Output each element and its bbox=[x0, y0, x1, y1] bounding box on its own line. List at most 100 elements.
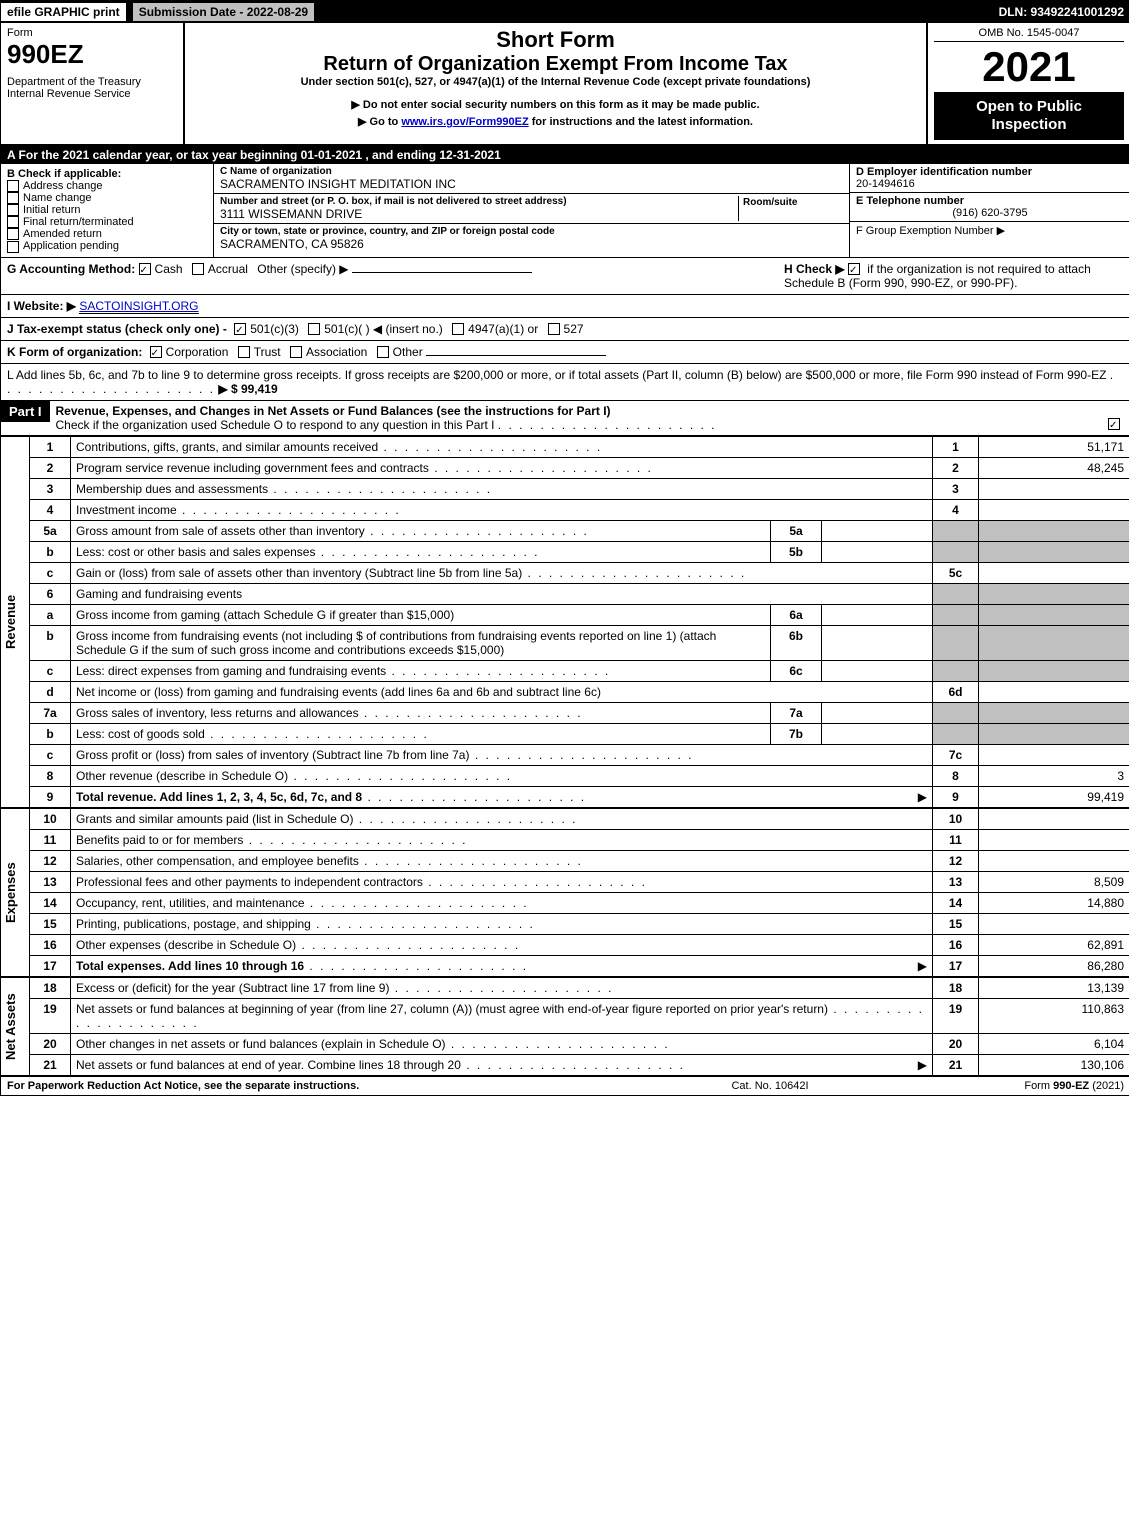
header-center: Short Form Return of Organization Exempt… bbox=[185, 23, 926, 144]
top-bar: efile GRAPHIC print Submission Date - 20… bbox=[1, 1, 1129, 23]
goto-link[interactable]: www.irs.gov/Form990EZ bbox=[401, 116, 528, 128]
j-label: J Tax-exempt status (check only one) - bbox=[7, 322, 227, 336]
expenses-table: 10Grants and similar amounts paid (list … bbox=[30, 808, 1129, 977]
form-number: 990EZ bbox=[7, 39, 177, 70]
chk-501c3[interactable] bbox=[234, 323, 246, 335]
chk-schedule-b-not-required[interactable] bbox=[848, 263, 860, 275]
revenue-section: Revenue 1Contributions, gifts, grants, a… bbox=[1, 436, 1129, 808]
dln-label: DLN: 93492241001292 bbox=[999, 5, 1129, 19]
footer-cat-no: Cat. No. 10642I bbox=[516, 1080, 1025, 1092]
footer-form-ref: Form 990-EZ (2021) bbox=[1024, 1080, 1124, 1092]
footer-paperwork-notice: For Paperwork Reduction Act Notice, see … bbox=[7, 1080, 516, 1092]
l-text: L Add lines 5b, 6c, and 7b to line 9 to … bbox=[7, 368, 1106, 382]
chk-corporation[interactable] bbox=[150, 346, 162, 358]
chk-address-change[interactable]: Address change bbox=[7, 180, 207, 192]
department-label: Department of the Treasury bbox=[7, 76, 177, 88]
line-6: 6Gaming and fundraising events bbox=[30, 583, 1129, 604]
group-exemption-label: F Group Exemption Number ▶ bbox=[856, 224, 1124, 237]
chk-final-return[interactable]: Final return/terminated bbox=[7, 216, 207, 228]
tax-year: 2021 bbox=[934, 42, 1124, 92]
telephone-label: E Telephone number bbox=[856, 195, 1124, 207]
efile-print-label[interactable]: efile GRAPHIC print bbox=[1, 3, 128, 21]
line-7a: 7aGross sales of inventory, less returns… bbox=[30, 702, 1129, 723]
revenue-table: 1Contributions, gifts, grants, and simil… bbox=[30, 436, 1129, 808]
line-8: 8Other revenue (describe in Schedule O)8… bbox=[30, 765, 1129, 786]
line-14: 14Occupancy, rent, utilities, and mainte… bbox=[30, 892, 1129, 913]
goto-pre: ▶ Go to bbox=[358, 116, 401, 128]
section-b-label: B Check if applicable: bbox=[7, 168, 207, 180]
ein-label: D Employer identification number bbox=[856, 166, 1124, 178]
chk-accrual[interactable] bbox=[192, 263, 204, 275]
chk-501c[interactable] bbox=[308, 323, 320, 335]
omb-number: OMB No. 1545-0047 bbox=[934, 27, 1124, 42]
expenses-section: Expenses 10Grants and similar amounts pa… bbox=[1, 808, 1129, 977]
chk-cash[interactable] bbox=[139, 263, 151, 275]
city: SACRAMENTO, CA 95826 bbox=[220, 237, 843, 251]
line-4: 4Investment income4 bbox=[30, 499, 1129, 520]
section-b: B Check if applicable: Address change Na… bbox=[1, 164, 214, 257]
section-j: J Tax-exempt status (check only one) - 5… bbox=[1, 318, 1129, 341]
form-header: Form 990EZ Department of the Treasury In… bbox=[1, 23, 1129, 146]
line-6c: cLess: direct expenses from gaming and f… bbox=[30, 660, 1129, 681]
i-label: I Website: ▶ bbox=[7, 299, 76, 313]
line-15: 15Printing, publications, postage, and s… bbox=[30, 913, 1129, 934]
sections-g-h: G Accounting Method: Cash Accrual Other … bbox=[1, 258, 1129, 295]
city-label: City or town, state or province, country… bbox=[220, 226, 843, 237]
website-link[interactable]: SACTOINSIGHT.ORG bbox=[79, 299, 198, 314]
h-label: H Check ▶ bbox=[784, 262, 845, 276]
chk-association[interactable] bbox=[290, 346, 302, 358]
l-value: ▶ $ 99,419 bbox=[218, 382, 277, 396]
net-assets-vertical-label: Net Assets bbox=[1, 977, 30, 1076]
section-k: K Form of organization: Corporation Trus… bbox=[1, 341, 1129, 364]
line-6b: bGross income from fundraising events (n… bbox=[30, 625, 1129, 660]
goto-note: ▶ Go to www.irs.gov/Form990EZ for instru… bbox=[191, 115, 920, 128]
g-other: Other (specify) ▶ bbox=[257, 262, 348, 276]
irs-label: Internal Revenue Service bbox=[7, 88, 177, 100]
line-1: 1Contributions, gifts, grants, and simil… bbox=[30, 436, 1129, 457]
line-11: 11Benefits paid to or for members11 bbox=[30, 829, 1129, 850]
line-7c: cGross profit or (loss) from sales of in… bbox=[30, 744, 1129, 765]
k-label: K Form of organization: bbox=[7, 345, 142, 359]
part-i-title: Revenue, Expenses, and Changes in Net As… bbox=[50, 401, 1129, 435]
chk-trust[interactable] bbox=[238, 346, 250, 358]
part-i-header-row: Part I Revenue, Expenses, and Changes in… bbox=[1, 401, 1129, 436]
return-title: Return of Organization Exempt From Incom… bbox=[191, 53, 920, 76]
line-18: 18Excess or (deficit) for the year (Subt… bbox=[30, 977, 1129, 998]
section-i: I Website: ▶ SACTOINSIGHT.ORG bbox=[1, 295, 1129, 318]
line-21: 21Net assets or fund balances at end of … bbox=[30, 1054, 1129, 1075]
line-16: 16Other expenses (describe in Schedule O… bbox=[30, 934, 1129, 955]
goto-post: for instructions and the latest informat… bbox=[529, 116, 753, 128]
line-13: 13Professional fees and other payments t… bbox=[30, 871, 1129, 892]
org-name: SACRAMENTO INSIGHT MEDITATION INC bbox=[220, 177, 843, 191]
section-c: C Name of organization SACRAMENTO INSIGH… bbox=[214, 164, 849, 257]
short-form-title: Short Form bbox=[191, 27, 920, 53]
line-5a: 5aGross amount from sale of assets other… bbox=[30, 520, 1129, 541]
room-label: Room/suite bbox=[743, 197, 797, 208]
net-assets-table: 18Excess or (deficit) for the year (Subt… bbox=[30, 977, 1129, 1076]
chk-4947[interactable] bbox=[452, 323, 464, 335]
line-5b: bLess: cost or other basis and sales exp… bbox=[30, 541, 1129, 562]
chk-schedule-o-part-i[interactable] bbox=[1108, 418, 1120, 430]
line-3: 3Membership dues and assessments3 bbox=[30, 478, 1129, 499]
header-left: Form 990EZ Department of the Treasury In… bbox=[1, 23, 185, 144]
chk-527[interactable] bbox=[548, 323, 560, 335]
chk-other-org[interactable] bbox=[377, 346, 389, 358]
line-20: 20Other changes in net assets or fund ba… bbox=[30, 1033, 1129, 1054]
expenses-vertical-label: Expenses bbox=[1, 808, 30, 977]
chk-amended-return[interactable]: Amended return bbox=[7, 228, 207, 240]
open-inspection-label: Open to Public Inspection bbox=[934, 92, 1124, 140]
chk-name-change[interactable]: Name change bbox=[7, 192, 207, 204]
line-6d: dNet income or (loss) from gaming and fu… bbox=[30, 681, 1129, 702]
g-label: G Accounting Method: bbox=[7, 262, 135, 276]
net-assets-section: Net Assets 18Excess or (deficit) for the… bbox=[1, 977, 1129, 1076]
section-d-e-f: D Employer identification number 20-1494… bbox=[849, 164, 1129, 257]
line-6a: aGross income from gaming (attach Schedu… bbox=[30, 604, 1129, 625]
org-name-label: C Name of organization bbox=[220, 166, 843, 177]
ein-value: 20-1494616 bbox=[856, 178, 1124, 190]
chk-initial-return[interactable]: Initial return bbox=[7, 204, 207, 216]
section-g: G Accounting Method: Cash Accrual Other … bbox=[7, 262, 784, 290]
section-h: H Check ▶ if the organization is not req… bbox=[784, 262, 1124, 290]
line-17: 17Total expenses. Add lines 10 through 1… bbox=[30, 955, 1129, 976]
chk-application-pending[interactable]: Application pending bbox=[7, 240, 207, 252]
page-footer: For Paperwork Reduction Act Notice, see … bbox=[1, 1076, 1129, 1095]
